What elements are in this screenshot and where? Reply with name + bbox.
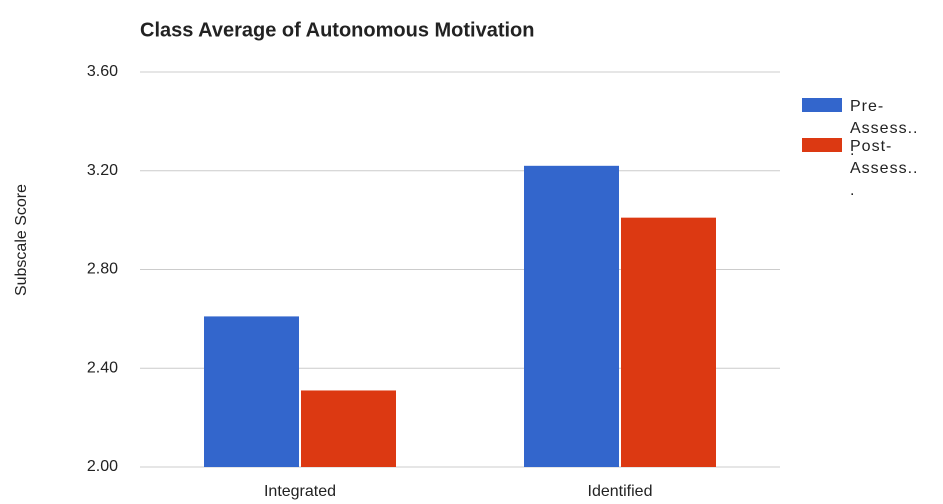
legend-swatch <box>802 138 842 152</box>
chart-title: Class Average of Autonomous Motivation <box>140 19 534 41</box>
legend-swatch <box>802 98 842 112</box>
y-tick-label: 2.40 <box>87 359 118 376</box>
x-tick-label: Integrated <box>264 483 336 500</box>
y-tick-label: 2.00 <box>87 458 118 475</box>
x-tick-label: Identified <box>588 483 653 500</box>
bar <box>621 217 716 467</box>
legend-label: Post-Assess... <box>850 138 919 199</box>
y-tick-label: 2.80 <box>87 261 118 278</box>
bar <box>204 316 299 467</box>
legend-item: Post-Assess... <box>802 136 932 199</box>
y-tick-label: 3.20 <box>87 162 118 179</box>
bar <box>301 390 396 467</box>
bar <box>524 165 619 467</box>
legend: Pre-Assess... Post-Assess... <box>802 96 932 199</box>
legend-item: Pre-Assess... <box>802 96 932 159</box>
y-tick-label: 3.60 <box>87 63 118 80</box>
y-axis-label: Subscale Score <box>13 184 30 296</box>
legend-label: Pre-Assess... <box>850 98 919 159</box>
